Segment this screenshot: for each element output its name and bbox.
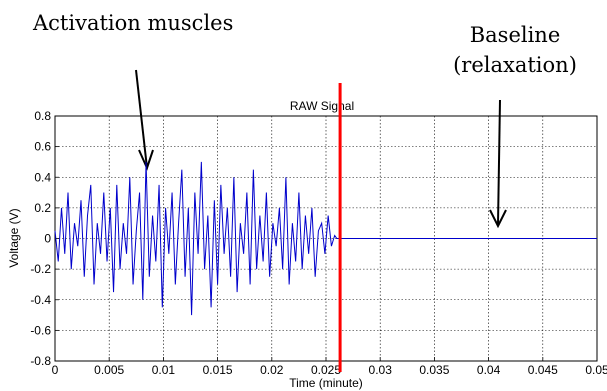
y-tick-label: -0.4 xyxy=(30,293,51,307)
y-tick-label: 0.8 xyxy=(34,109,51,123)
baseline-arrowhead xyxy=(489,209,507,229)
x-tick-label: 0.035 xyxy=(419,363,449,377)
annotation-baseline-line1: Baseline xyxy=(470,23,561,47)
annotation-arrows xyxy=(135,69,507,229)
activation-arrowhead xyxy=(138,149,154,171)
y-tick-label: -0.2 xyxy=(30,262,51,276)
x-axis-label: Time (minute) xyxy=(289,376,363,390)
x-tick-label: 0.005 xyxy=(94,363,124,377)
y-tick-label: 0.2 xyxy=(34,201,51,215)
x-tick-label: 0.03 xyxy=(369,363,393,377)
x-tick-label: 0.04 xyxy=(477,363,501,377)
y-tick-label: -0.8 xyxy=(30,354,51,368)
y-tick-label: 0 xyxy=(44,232,51,246)
baseline-arrow xyxy=(497,99,501,225)
y-tick-label: 0.4 xyxy=(34,170,51,184)
annotation-baseline-line2: (relaxation) xyxy=(453,53,577,77)
x-tick-label: 0.02 xyxy=(260,363,284,377)
x-tick-label: 0.025 xyxy=(311,363,341,377)
x-tick-label: 0.015 xyxy=(203,363,233,377)
x-tick-label: 0.01 xyxy=(152,363,176,377)
y-tick-label: 0.6 xyxy=(34,140,51,154)
x-tick-label: 0.045 xyxy=(528,363,558,377)
chart-title: RAW Signal xyxy=(290,99,354,113)
signal-series-line xyxy=(54,161,597,316)
annotation-activation: Activation muscles xyxy=(32,11,233,35)
plot-area: 0 0.005 0.01 0.015 0.02 0.025 0.03 0.035 0.04 0.0… xyxy=(30,83,607,377)
x-tick-label: 0 xyxy=(52,363,59,377)
activation-arrow xyxy=(135,69,148,169)
y-axis-label: Voltage (V) xyxy=(7,208,21,267)
y-tick-label: -0.6 xyxy=(30,323,51,337)
x-tick-label: 0.05 xyxy=(585,363,607,377)
